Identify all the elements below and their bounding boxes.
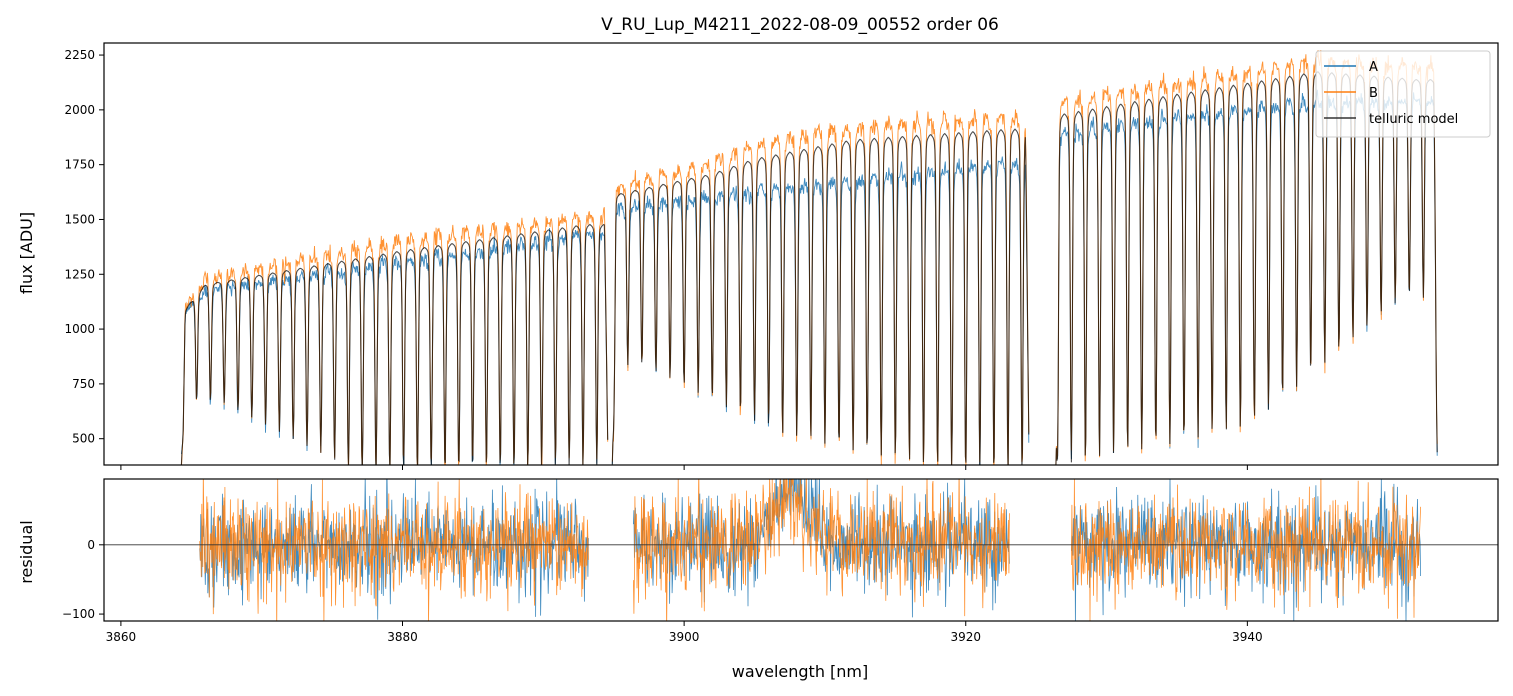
- flux-y-ticks: 500 750 1000 1250 1500 1750 2000 2250: [64, 48, 104, 446]
- residual-x-tick-label: 3860: [106, 630, 137, 644]
- flux-axis-label: flux [ADU]: [17, 212, 36, 294]
- residual-x-tick-label: 3880: [387, 630, 418, 644]
- chart-title: V_RU_Lup_M4211_2022-08-09_00552 order 06: [601, 15, 999, 35]
- residual-series-b-segment-1: [199, 479, 589, 621]
- residual-x-tick-label: 3900: [669, 630, 700, 644]
- legend-label-a: A: [1369, 60, 1378, 75]
- residual-y-ticks: −100 0: [62, 538, 104, 621]
- telluric-model-segment-1: [180, 223, 609, 465]
- legend-label-model: telluric model: [1369, 112, 1458, 127]
- flux-y-tick-label: 750: [72, 377, 95, 391]
- flux-y-tick-label: 500: [72, 432, 95, 446]
- flux-x-ticks: [120, 465, 1248, 470]
- flux-y-tick-label: 2000: [64, 103, 95, 117]
- flux-y-tick-label: 1500: [64, 212, 95, 226]
- flux-y-tick-label: 2250: [64, 48, 95, 62]
- residual-x-tick-label: 3920: [950, 630, 981, 644]
- legend-box: [1315, 50, 1491, 138]
- residual-series-b-segment-2: [633, 479, 1010, 621]
- flux-y-tick-label: 1000: [64, 322, 95, 336]
- residual-y-tick-label: 0: [87, 538, 95, 552]
- wavelength-axis-label: wavelength [nm]: [732, 662, 869, 681]
- residual-x-ticks: 3860 3880 3900 3920 3940: [106, 621, 1263, 644]
- legend-label-b: B: [1369, 86, 1378, 101]
- flux-series-b-segment-2: [611, 109, 1030, 465]
- flux-y-tick-label: 1750: [64, 158, 95, 172]
- residual-axis-label: residual: [17, 520, 36, 583]
- telluric-model-segment-2: [611, 128, 1030, 465]
- flux-y-tick-label: 1250: [64, 267, 95, 281]
- residual-y-tick-label: −100: [62, 607, 95, 621]
- flux-axes-frame: [103, 42, 1499, 466]
- residual-axes-frame: [103, 478, 1499, 622]
- residual-plot-area: [104, 479, 1498, 621]
- residual-x-tick-label: 3940: [1232, 630, 1263, 644]
- residual-series-b-segment-3: [1071, 479, 1421, 621]
- legend: A B telluric model: [1315, 50, 1491, 138]
